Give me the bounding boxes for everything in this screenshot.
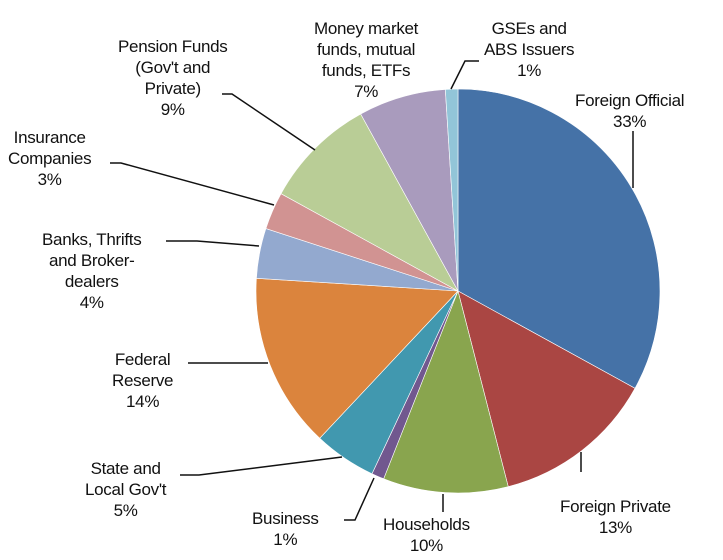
- label-foreign-private: Foreign Private 13%: [560, 497, 671, 537]
- pie-slice-households: [383, 290, 509, 494]
- label-insurance: Insurance Companies 3%: [8, 128, 92, 189]
- label-state-local: State and Local Gov't 5%: [85, 459, 167, 520]
- label-gses: GSEs and ABS Issuers 1%: [484, 19, 575, 80]
- leader-pension: [222, 93, 316, 151]
- leader-business: [344, 477, 375, 521]
- leader-gses: [450, 60, 479, 90]
- label-business: Business 1%: [252, 509, 319, 549]
- pie-slice-federal-reserve: [255, 278, 459, 439]
- pie-slice-pension-funds-gov-t-and-private: [280, 113, 459, 292]
- pie-slice-foreign-official: [457, 88, 661, 389]
- pie-slice-foreign-private: [457, 290, 636, 488]
- label-foreign-official: Foreign Official 33%: [575, 91, 685, 131]
- label-banks: Banks, Thrifts and Broker- dealers 4%: [42, 230, 142, 312]
- label-pension: Pension Funds (Gov't and Private) 9%: [118, 37, 228, 119]
- pie-slices: [255, 88, 661, 494]
- leader-insurance: [110, 162, 275, 206]
- label-households: Households 10%: [383, 515, 470, 555]
- leader-banks: [166, 240, 260, 247]
- label-federal-reserve: Federal Reserve 14%: [112, 350, 174, 411]
- label-money-market: Money market funds, mutual funds, ETFs 7…: [314, 19, 419, 101]
- leader-state-local: [180, 456, 343, 476]
- leader-lines: [110, 60, 634, 521]
